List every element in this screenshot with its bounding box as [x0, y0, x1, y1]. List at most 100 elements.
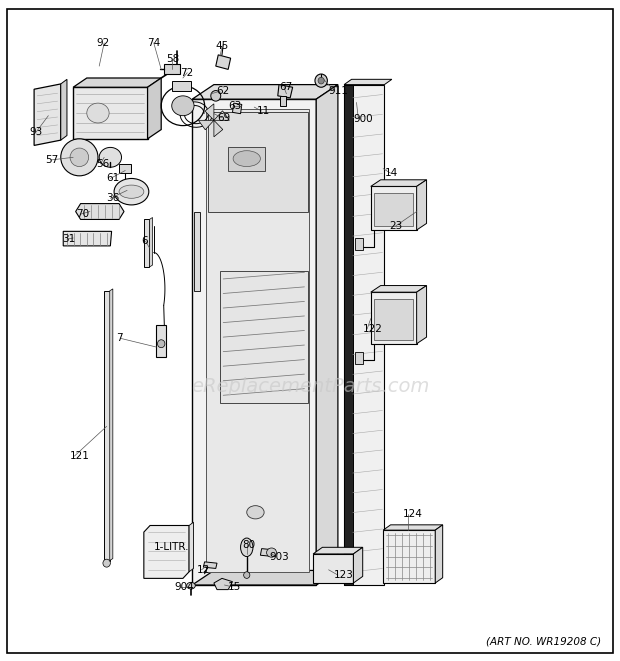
Text: 121: 121: [69, 451, 89, 461]
Polygon shape: [110, 289, 113, 561]
Polygon shape: [344, 79, 392, 85]
Text: 1-LITR.: 1-LITR.: [154, 542, 189, 553]
Text: 56: 56: [96, 159, 109, 169]
Polygon shape: [73, 152, 92, 167]
Ellipse shape: [315, 74, 327, 87]
Text: 900: 900: [353, 114, 373, 124]
Ellipse shape: [267, 548, 277, 557]
Polygon shape: [313, 554, 353, 583]
Polygon shape: [192, 99, 316, 585]
Text: 7: 7: [117, 333, 123, 344]
Polygon shape: [374, 299, 413, 340]
Ellipse shape: [99, 147, 122, 167]
Text: 6: 6: [141, 236, 148, 247]
Polygon shape: [73, 87, 148, 139]
Polygon shape: [73, 78, 161, 87]
Text: 62: 62: [216, 86, 229, 97]
Polygon shape: [383, 530, 435, 583]
Ellipse shape: [119, 185, 144, 198]
Text: 63: 63: [228, 100, 241, 111]
Polygon shape: [144, 525, 189, 578]
Polygon shape: [371, 292, 417, 344]
Text: 69: 69: [217, 112, 230, 123]
Polygon shape: [205, 104, 214, 120]
Polygon shape: [344, 85, 384, 585]
Polygon shape: [148, 78, 161, 139]
Text: 45: 45: [216, 41, 229, 52]
Text: 67: 67: [279, 82, 292, 93]
Ellipse shape: [211, 91, 221, 101]
Polygon shape: [344, 85, 353, 585]
Text: eReplacementParts.com: eReplacementParts.com: [191, 377, 429, 396]
Polygon shape: [371, 286, 427, 292]
Text: 23: 23: [389, 221, 402, 231]
Text: 58: 58: [166, 54, 179, 65]
Polygon shape: [208, 112, 308, 212]
Bar: [104, 291, 110, 561]
Ellipse shape: [61, 139, 98, 176]
Text: (ART NO. WR19208 C): (ART NO. WR19208 C): [486, 637, 601, 646]
Text: 903: 903: [270, 551, 290, 562]
Polygon shape: [228, 147, 265, 171]
Text: 15: 15: [228, 582, 241, 592]
Text: 57: 57: [45, 155, 58, 165]
Polygon shape: [203, 562, 217, 568]
Polygon shape: [192, 570, 338, 585]
Polygon shape: [383, 525, 443, 530]
Ellipse shape: [241, 538, 253, 557]
Text: 911: 911: [329, 86, 348, 97]
Text: 12: 12: [197, 564, 210, 575]
Polygon shape: [214, 111, 229, 120]
Polygon shape: [34, 84, 61, 145]
Ellipse shape: [318, 77, 324, 84]
Text: 122: 122: [363, 324, 383, 334]
Text: 80: 80: [242, 540, 255, 551]
Text: 74: 74: [148, 38, 161, 48]
Text: 61: 61: [107, 173, 120, 184]
Ellipse shape: [157, 340, 165, 348]
Polygon shape: [119, 164, 131, 173]
Polygon shape: [316, 85, 338, 585]
Bar: [355, 238, 363, 250]
Bar: [355, 352, 363, 364]
Bar: [156, 325, 166, 357]
Polygon shape: [280, 96, 286, 106]
Polygon shape: [371, 186, 417, 230]
Ellipse shape: [244, 572, 250, 578]
Polygon shape: [189, 522, 193, 572]
Polygon shape: [214, 120, 223, 137]
Text: 31: 31: [62, 234, 75, 245]
Bar: [164, 64, 180, 74]
Polygon shape: [220, 271, 308, 403]
Text: 11: 11: [257, 106, 270, 116]
Polygon shape: [192, 85, 338, 99]
Ellipse shape: [114, 178, 149, 205]
Polygon shape: [417, 286, 427, 344]
Polygon shape: [206, 109, 309, 572]
Text: 92: 92: [96, 38, 109, 48]
Polygon shape: [374, 193, 413, 226]
Polygon shape: [313, 547, 363, 554]
Polygon shape: [353, 547, 363, 583]
Polygon shape: [198, 120, 214, 130]
Text: 36: 36: [107, 193, 120, 204]
Text: 123: 123: [334, 570, 353, 580]
Bar: [194, 212, 200, 291]
Polygon shape: [435, 525, 443, 583]
Polygon shape: [149, 217, 153, 267]
Text: 124: 124: [403, 509, 423, 520]
Text: 904: 904: [175, 582, 195, 592]
Polygon shape: [61, 79, 67, 140]
Ellipse shape: [247, 506, 264, 519]
Ellipse shape: [187, 582, 195, 589]
Ellipse shape: [233, 151, 260, 167]
Polygon shape: [260, 549, 275, 557]
Ellipse shape: [87, 103, 109, 123]
Polygon shape: [232, 103, 242, 114]
Ellipse shape: [172, 96, 194, 116]
Polygon shape: [417, 180, 427, 230]
Polygon shape: [63, 231, 112, 246]
Ellipse shape: [70, 148, 89, 167]
Text: 93: 93: [30, 127, 43, 137]
Ellipse shape: [103, 559, 110, 567]
